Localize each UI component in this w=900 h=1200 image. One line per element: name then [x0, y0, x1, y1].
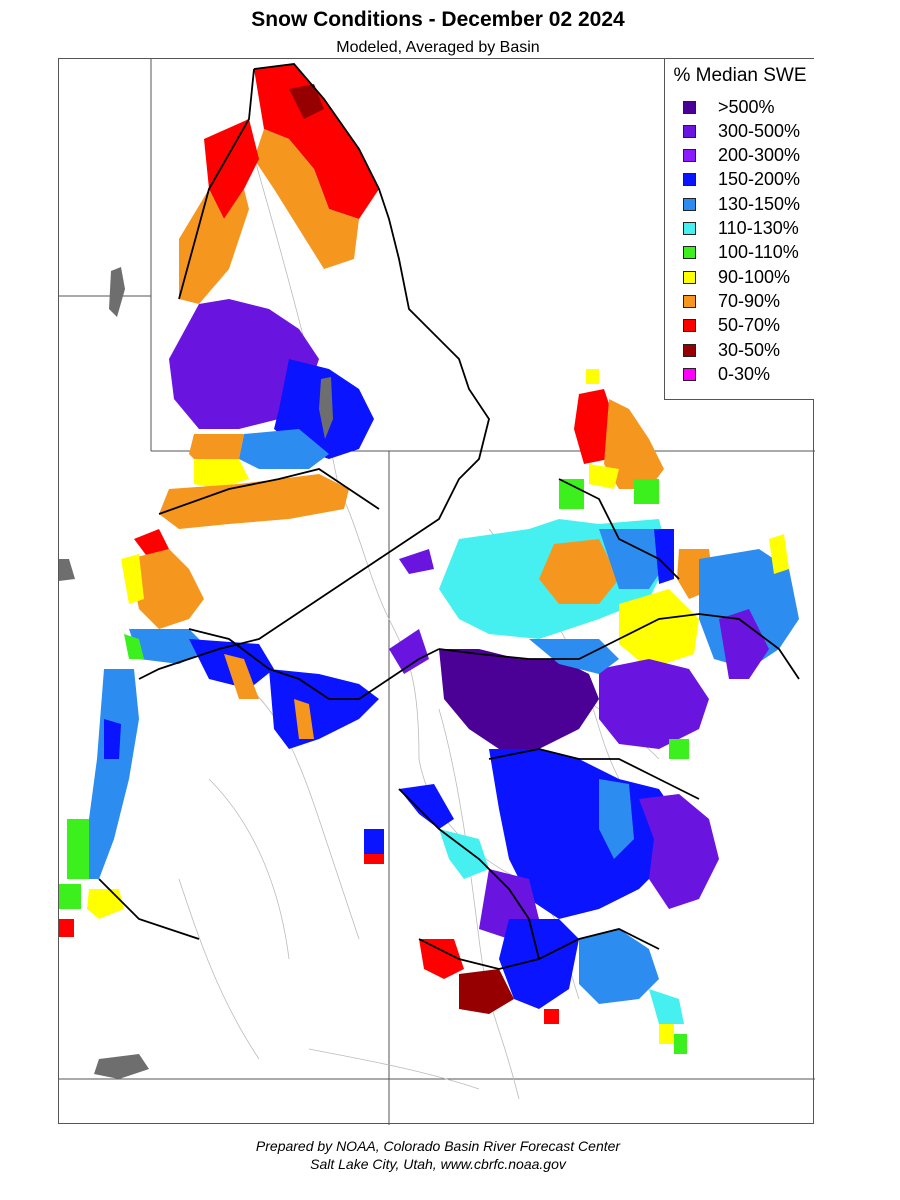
legend-item: >500% [683, 97, 775, 117]
map-title: Snow Conditions - December 02 2024 [251, 8, 625, 31]
legend-item: 150-200% [683, 169, 801, 190]
basin-boundaries [98, 63, 800, 970]
legend-swatch [683, 270, 696, 284]
legend-item: 50-70% [683, 315, 781, 336]
legend-swatch [683, 343, 696, 357]
legend-label: 150-200% [718, 169, 801, 190]
legend-item: 130-150% [683, 194, 800, 214]
legend-swatch [683, 149, 696, 163]
legend-label: 100-110% [718, 242, 799, 263]
legend-swatch [683, 100, 696, 114]
basin-map [59, 59, 815, 1125]
legend-label: 50-70% [718, 315, 781, 336]
footer-line-1: Prepared by NOAA, Colorado Basin River F… [255, 1138, 621, 1154]
lakes [59, 267, 333, 1079]
footer-line-2: Salt Lake City, Utah, www.cbrfc.noaa.gov [310, 1156, 566, 1172]
legend-item: 200-300% [683, 145, 801, 166]
legend-swatch [683, 246, 696, 260]
legend: % Median SWE >500% 300-500% 200-300% 150-20… [664, 59, 814, 400]
legend-swatch [683, 222, 696, 235]
legend-swatch [683, 294, 696, 308]
legend-item: 300-500% [683, 121, 800, 141]
legend-title: % Median SWE [673, 65, 807, 86]
legend-label: 200-300% [718, 145, 801, 166]
legend-swatch [683, 319, 696, 333]
legend-swatch [683, 197, 696, 211]
snow-regions [59, 64, 799, 1054]
legend-label: 0-30% [718, 363, 771, 384]
map-subtitle: Modeled, Averaged by Basin [336, 39, 540, 56]
legend-item: 110-130% [683, 218, 799, 239]
legend-item: 100-110% [683, 242, 799, 263]
legend-label: 110-130% [718, 218, 799, 238]
legend-label: 70-90% [718, 290, 781, 311]
legend-label: 130-150% [718, 193, 801, 214]
legend-label: 30-50% [718, 339, 781, 360]
legend-swatch [683, 124, 696, 138]
legend-label: >500% [718, 96, 775, 117]
legend-swatch [683, 173, 696, 187]
legend-item: 90-100% [683, 267, 790, 287]
legend-item: 70-90% [683, 291, 780, 311]
legend-label: 90-100% [718, 266, 791, 287]
legend-item: 0-30% [683, 364, 770, 384]
legend-item: 30-50% [683, 340, 780, 360]
legend-label: 300-500% [718, 120, 801, 141]
legend-swatch [683, 367, 696, 381]
